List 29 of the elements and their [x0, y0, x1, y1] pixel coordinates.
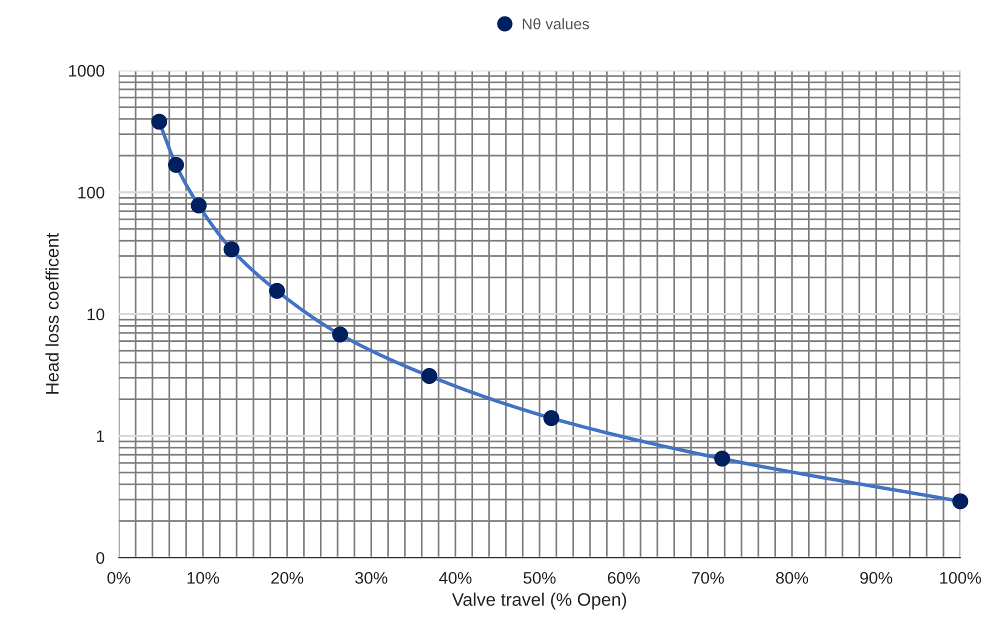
point [714, 450, 730, 467]
point [421, 368, 438, 384]
point [952, 493, 968, 510]
y-tick-label: 1 [96, 430, 104, 442]
x-tick-label: 0% [107, 572, 130, 584]
point [168, 156, 184, 173]
y-tick-label: 10 [88, 308, 104, 320]
x-tick-label: 60% [608, 572, 640, 584]
x-tick-label: 70% [692, 572, 724, 584]
x-tick-label: 90% [860, 572, 892, 584]
x-tick-label: 100% [940, 572, 982, 584]
x-axis-title: Valve travel (% Open) [452, 592, 626, 610]
point [332, 326, 348, 342]
point [269, 282, 285, 299]
point [190, 197, 207, 214]
x-tick-label: 20% [271, 572, 304, 584]
point [224, 241, 240, 258]
x-tick-label: 30% [355, 572, 388, 584]
point [543, 410, 560, 426]
y-tick-label: 1000 [69, 64, 104, 77]
legend-label: Nθ values [522, 18, 590, 30]
x-tick-label: 50% [524, 572, 556, 584]
point [151, 114, 168, 130]
y-tick-label: 0 [96, 552, 104, 564]
x-tick-label: 40% [439, 572, 472, 584]
x-tick-label: 10% [188, 572, 220, 584]
y-axis-title: Head loss coefficent [45, 233, 59, 394]
x-tick-label: 80% [776, 572, 808, 584]
y-tick-label: 100 [78, 186, 104, 199]
